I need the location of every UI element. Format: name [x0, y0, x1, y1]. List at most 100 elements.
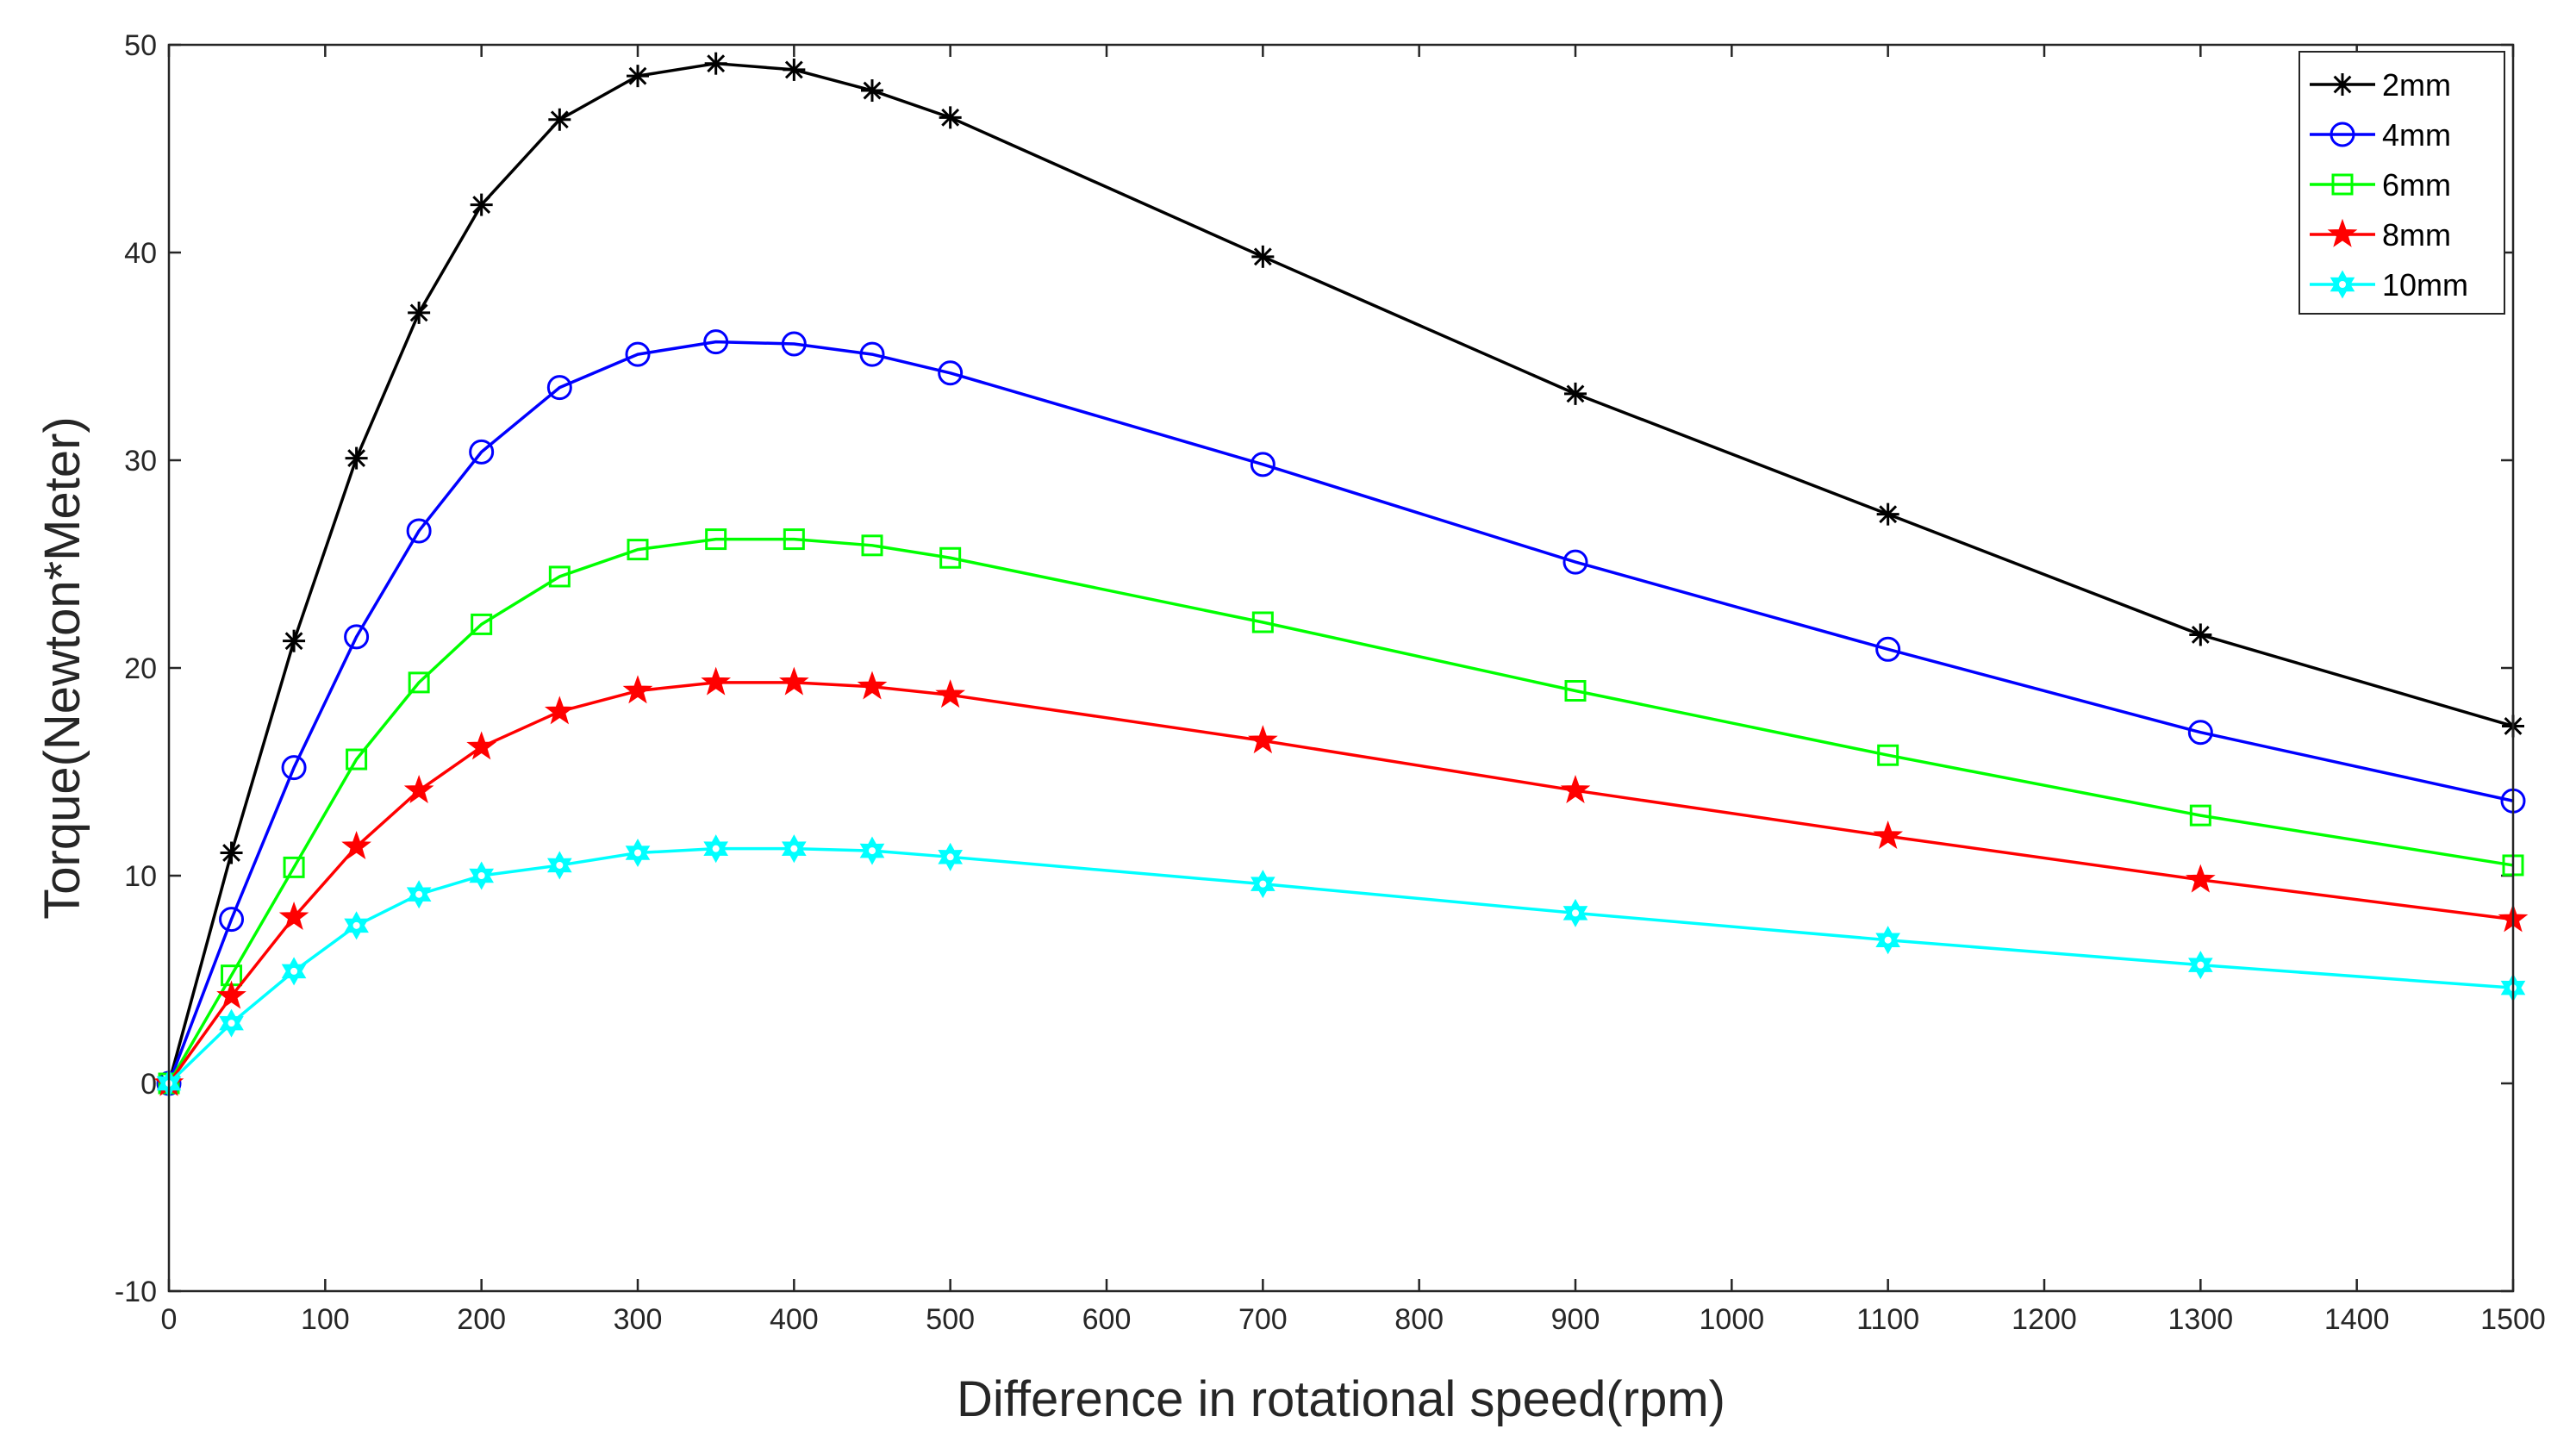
data-point-2mm: [1564, 382, 1587, 405]
data-point-10mm-center: [415, 890, 423, 898]
x-tick-label: 1300: [2168, 1303, 2234, 1336]
legend: 2mm 4mm 6mm 8mm 10mm: [2298, 51, 2505, 315]
data-point-10mm-center: [869, 847, 876, 855]
data-point-4mm: [938, 360, 964, 386]
x-tick-label: 0: [161, 1303, 178, 1336]
x-tick-label: 300: [614, 1303, 663, 1336]
data-point-4mm: [281, 755, 307, 781]
data-point-10mm-center: [2197, 961, 2205, 969]
data-point-6mm: [1564, 680, 1587, 702]
data-point-10mm-center: [290, 967, 298, 975]
data-point-10mm-center: [634, 849, 641, 857]
legend-marker: [2331, 73, 2354, 96]
data-point-4mm: [1250, 452, 1276, 477]
data-point-2mm: [548, 108, 571, 131]
data-point-4mm: [1562, 549, 1588, 575]
plot-area: [169, 45, 2513, 1291]
legend-item-4mm: 4mm: [2310, 117, 2451, 153]
legend-item-8mm: 8mm: [2310, 217, 2451, 253]
legend-marker: [2331, 173, 2354, 196]
data-point-8mm: [403, 774, 434, 803]
data-point-6mm: [705, 528, 727, 551]
data-point-2mm: [1876, 502, 1899, 526]
axis-layer: 0 100 200 300 400 500 600 700 800 900 1000 1100 1200…: [115, 29, 2546, 1336]
y-tick-label: 40: [124, 237, 157, 270]
data-point-6mm: [1877, 744, 1899, 766]
data-point-8mm: [1560, 774, 1591, 803]
legend-marker: [2330, 122, 2355, 147]
data-point-4mm: [344, 624, 370, 650]
series-6mm: [158, 528, 2524, 1095]
x-tick-label: 800: [1394, 1303, 1444, 1336]
x-tick-label: 400: [770, 1303, 819, 1336]
data-point-2mm: [627, 65, 649, 88]
data-point-4mm: [703, 329, 729, 355]
y-tick-label: 30: [124, 445, 157, 477]
data-point-8mm: [778, 666, 809, 696]
data-point-10mm-center: [352, 921, 360, 929]
data-point-6mm: [783, 528, 805, 551]
data-point-6mm: [2189, 804, 2211, 827]
legend-label: 6mm: [2382, 167, 2451, 203]
data-point-8mm: [1873, 820, 1904, 849]
data-point-2mm: [704, 52, 727, 75]
x-tick-label: 500: [926, 1303, 975, 1336]
data-point-2mm: [861, 79, 883, 103]
x-tick-label: 600: [1082, 1303, 1132, 1336]
data-point-8mm: [544, 696, 575, 725]
data-point-4mm: [469, 439, 495, 465]
data-point-10mm-center: [228, 1020, 235, 1027]
x-tick-label: 1100: [1856, 1303, 1919, 1336]
data-point-8mm: [857, 671, 888, 700]
legend-item-10mm: 10mm: [2310, 267, 2468, 303]
data-point-2mm: [783, 58, 806, 81]
data-point-2mm: [220, 841, 243, 864]
data-point-4mm: [781, 331, 807, 357]
x-tick-label: 200: [457, 1303, 506, 1336]
data-point-6mm: [283, 856, 305, 878]
data-point-2mm: [1251, 245, 1275, 268]
legend-item-6mm: 6mm: [2310, 167, 2451, 203]
data-point-8mm: [701, 666, 732, 696]
data-point-10mm-center: [790, 845, 798, 852]
legend-label: 2mm: [2382, 67, 2451, 103]
data-point-10mm-center: [477, 872, 485, 879]
x-tick-label: 1200: [2012, 1303, 2077, 1336]
y-tick-label: -10: [115, 1276, 157, 1308]
data-point-4mm: [219, 907, 245, 933]
x-axis-title: Difference in rotational speed(rpm): [957, 1371, 1725, 1427]
data-point-6mm: [408, 671, 430, 694]
x-tick-label: 1500: [2480, 1303, 2546, 1336]
legend-marker-center: [2339, 281, 2346, 288]
data-point-8mm: [935, 679, 966, 708]
data-point-8mm: [2185, 864, 2216, 893]
legend-label: 10mm: [2382, 267, 2468, 303]
series-line-4mm: [167, 340, 2514, 1084]
data-point-8mm: [622, 675, 653, 704]
data-point-2mm: [470, 193, 493, 216]
x-tick-label: 100: [301, 1303, 350, 1336]
legend-label: 4mm: [2382, 117, 2451, 153]
data-point-4mm: [546, 375, 572, 401]
data-point-6mm: [548, 565, 571, 588]
data-point-10mm-center: [712, 845, 720, 852]
data-point-2mm: [408, 301, 431, 324]
y-tick-label: 20: [124, 652, 157, 685]
data-point-2mm: [283, 629, 306, 652]
data-point-8mm: [216, 980, 246, 1009]
data-point-8mm: [341, 831, 371, 860]
data-point-8mm: [466, 731, 497, 760]
data-point-6mm: [861, 534, 883, 557]
data-point-8mm: [278, 901, 309, 930]
data-point-6mm: [939, 546, 962, 569]
legend-marker: [2327, 218, 2358, 247]
y-tick-label: 0: [140, 1068, 157, 1101]
data-point-2mm: [939, 106, 962, 129]
series-10mm: [156, 834, 2526, 1098]
data-point-4mm: [406, 518, 432, 544]
data-point-6mm: [346, 748, 368, 771]
data-point-10mm-center: [556, 861, 564, 869]
data-point-4mm: [2187, 720, 2213, 746]
data-point-2mm: [2189, 623, 2212, 646]
